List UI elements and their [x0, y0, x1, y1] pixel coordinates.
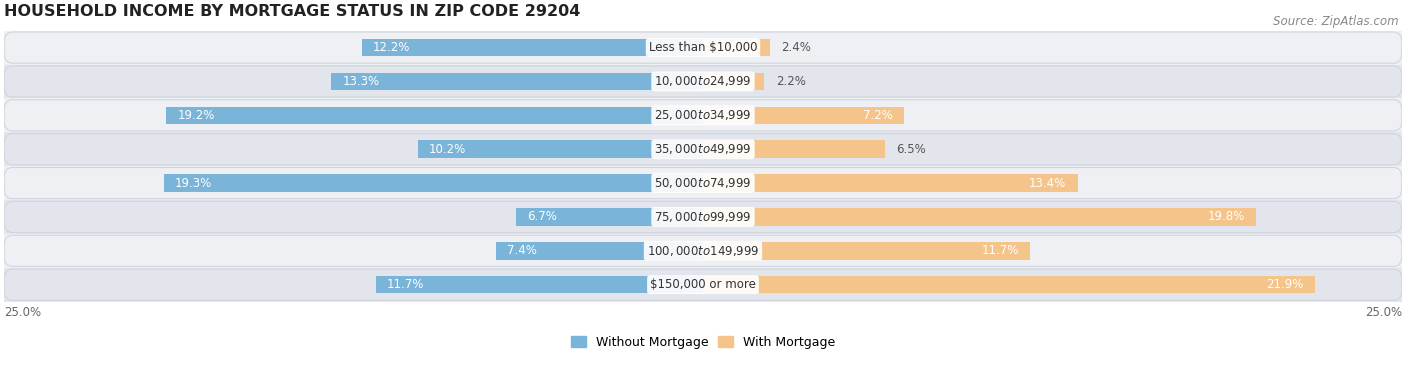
Bar	[361, 39, 703, 56]
Bar	[703, 39, 770, 56]
Bar	[703, 174, 1077, 192]
Bar	[703, 208, 1257, 226]
Text: 19.3%: 19.3%	[174, 177, 212, 190]
Text: HOUSEHOLD INCOME BY MORTGAGE STATUS IN ZIP CODE 29204: HOUSEHOLD INCOME BY MORTGAGE STATUS IN Z…	[4, 4, 581, 19]
Text: Source: ZipAtlas.com: Source: ZipAtlas.com	[1274, 15, 1399, 28]
Text: $75,000 to $99,999: $75,000 to $99,999	[654, 210, 752, 224]
Bar	[163, 174, 703, 192]
FancyBboxPatch shape	[4, 66, 1402, 97]
Text: 6.5%: 6.5%	[896, 143, 925, 156]
Text: 11.7%: 11.7%	[387, 278, 425, 291]
Bar	[4, 98, 1402, 132]
Text: 10.2%: 10.2%	[429, 143, 467, 156]
Text: Less than $10,000: Less than $10,000	[648, 41, 758, 54]
Bar	[703, 140, 884, 158]
Text: $35,000 to $49,999: $35,000 to $49,999	[654, 142, 752, 156]
Bar	[703, 73, 765, 90]
Text: $150,000 or more: $150,000 or more	[650, 278, 756, 291]
Text: 11.7%: 11.7%	[981, 244, 1019, 257]
Text: $50,000 to $74,999: $50,000 to $74,999	[654, 176, 752, 190]
Text: 6.7%: 6.7%	[527, 211, 557, 223]
Bar	[4, 166, 1402, 200]
Text: 19.2%: 19.2%	[177, 109, 215, 122]
Text: 2.2%: 2.2%	[776, 75, 806, 88]
Text: 2.4%: 2.4%	[782, 41, 811, 54]
FancyBboxPatch shape	[4, 167, 1402, 199]
Bar	[496, 242, 703, 260]
Bar	[516, 208, 703, 226]
Text: 13.3%: 13.3%	[343, 75, 380, 88]
FancyBboxPatch shape	[4, 235, 1402, 266]
Text: 12.2%: 12.2%	[373, 41, 411, 54]
Text: 7.2%: 7.2%	[863, 109, 893, 122]
Text: 25.0%: 25.0%	[1365, 306, 1402, 319]
Text: 7.4%: 7.4%	[508, 244, 537, 257]
Text: 25.0%: 25.0%	[4, 306, 41, 319]
Legend: Without Mortgage, With Mortgage: Without Mortgage, With Mortgage	[571, 336, 835, 349]
Bar	[375, 276, 703, 293]
Bar	[418, 140, 703, 158]
FancyBboxPatch shape	[4, 100, 1402, 131]
Bar	[332, 73, 703, 90]
FancyBboxPatch shape	[4, 134, 1402, 165]
Bar	[4, 200, 1402, 234]
Bar	[4, 132, 1402, 166]
Bar	[703, 242, 1031, 260]
Text: $10,000 to $24,999: $10,000 to $24,999	[654, 74, 752, 88]
Text: $100,000 to $149,999: $100,000 to $149,999	[647, 244, 759, 258]
Bar	[4, 234, 1402, 268]
FancyBboxPatch shape	[4, 201, 1402, 232]
Text: 19.8%: 19.8%	[1208, 211, 1246, 223]
Bar	[4, 31, 1402, 65]
Bar	[4, 268, 1402, 302]
Text: 13.4%: 13.4%	[1029, 177, 1066, 190]
Bar	[166, 107, 703, 124]
Bar	[703, 107, 904, 124]
Text: 21.9%: 21.9%	[1267, 278, 1303, 291]
Bar	[4, 65, 1402, 98]
FancyBboxPatch shape	[4, 269, 1402, 300]
Text: $25,000 to $34,999: $25,000 to $34,999	[654, 108, 752, 122]
FancyBboxPatch shape	[4, 32, 1402, 63]
Bar	[703, 276, 1315, 293]
